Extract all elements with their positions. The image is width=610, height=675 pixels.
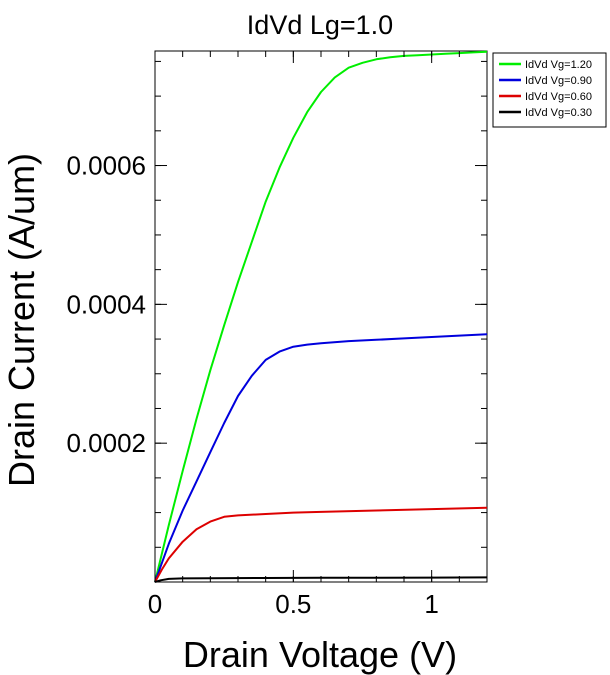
x-axis-label: Drain Voltage (V) [183,634,457,675]
series-line [154,506,488,583]
x-tick-label: 0.5 [275,589,311,619]
x-tick-label: 0 [148,589,162,619]
y-tick-label: 0.0002 [66,428,146,458]
x-tick-label: 1 [424,589,438,619]
legend-label: IdVd Vg=0.90 [525,75,592,87]
series-line [154,333,488,583]
ticks-layer: 0 0.5 1 0.0002 0.0004 0.0006 [66,51,487,619]
y-tick-label: 0.0004 [66,289,146,319]
legend: IdVd Vg=1.20 IdVd Vg=0.90 IdVd Vg=0.60 IdVd… [492,52,607,128]
plot-area [154,50,488,583]
y-tick-label: 0.0006 [66,151,146,181]
y-axis-label: Drain Current (A/um) [1,153,42,487]
legend-box [492,52,607,128]
legend-label: IdVd Vg=0.60 [525,91,592,103]
legend-label: IdVd Vg=1.20 [525,59,592,71]
chart-title: IdVd Lg=1.0 [247,10,393,40]
plot-frame [154,50,488,583]
legend-label: IdVd Vg=0.30 [525,107,592,119]
